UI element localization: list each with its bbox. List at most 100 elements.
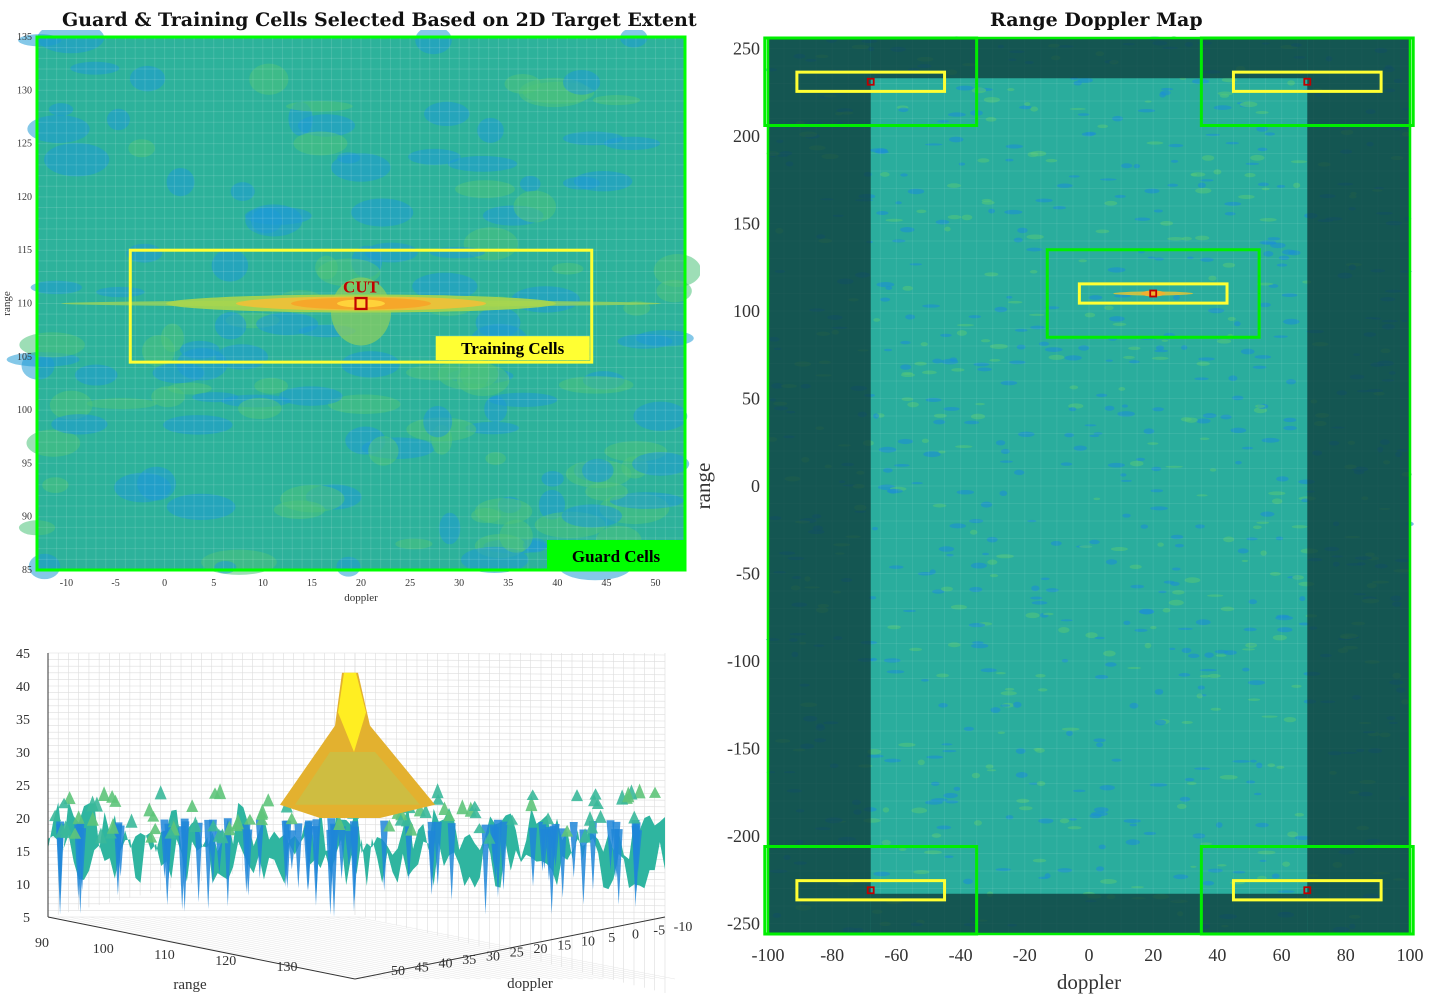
noise-blob <box>293 131 348 156</box>
surface-spike <box>255 819 264 879</box>
surface-ridge <box>94 827 107 844</box>
noise-blob <box>1239 101 1258 108</box>
noise-blob <box>513 190 557 223</box>
y-tick-label: 0 <box>751 476 760 496</box>
noise-blob <box>1107 462 1125 468</box>
noise-blob <box>1195 619 1211 626</box>
noise-blob <box>889 565 904 569</box>
noise-blob <box>867 748 882 755</box>
noise-blob <box>1144 100 1152 103</box>
noise-blob <box>632 452 690 476</box>
surface-spike <box>569 821 578 878</box>
doppler-tick-label: 5 <box>608 931 615 946</box>
corner-window-tl-cut <box>866 77 875 86</box>
noise-blob <box>1005 158 1014 162</box>
surface-ridge <box>383 819 396 832</box>
noise-blob <box>1248 599 1257 605</box>
noise-blob <box>1246 780 1256 784</box>
y-axis-label: range <box>691 463 715 510</box>
noise-blob <box>1227 316 1236 321</box>
noise-blob <box>1169 647 1176 651</box>
noise-blob <box>901 397 914 401</box>
noise-blob <box>279 386 343 406</box>
noise-blob <box>1259 302 1271 308</box>
range-axis-label: range <box>173 977 207 993</box>
noise-blob <box>971 87 987 94</box>
noise-blob <box>1275 536 1284 541</box>
noise-blob <box>1200 179 1214 182</box>
noise-blob <box>894 464 910 467</box>
surface-spike <box>633 830 642 873</box>
noise-blob <box>1024 102 1031 107</box>
noise-blob <box>975 402 985 406</box>
noise-blob <box>1150 625 1157 630</box>
noise-blob <box>1000 380 1018 386</box>
training-cells-box <box>128 248 594 364</box>
noise-blob <box>1138 608 1155 615</box>
invalid-region-left <box>768 38 871 934</box>
noise-blob <box>1085 632 1098 639</box>
noise-blob <box>956 490 974 495</box>
noise-blob <box>96 286 145 298</box>
noise-blob <box>1172 567 1181 571</box>
noise-blob <box>1120 473 1127 477</box>
range-doppler-map-chart: -100 -80 -60 -40 -20 0 20 40 60 80 100-250-200-150… <box>691 36 1424 994</box>
noise-blob <box>1077 113 1090 116</box>
floor-grid <box>191 916 512 980</box>
surface-spike <box>404 824 413 881</box>
training-label-bg <box>435 336 590 361</box>
noise-blob <box>943 406 960 411</box>
noise-blob <box>1072 789 1086 793</box>
floor-grid <box>160 916 481 980</box>
y-tick-label: 110 <box>17 299 32 310</box>
noise-blob <box>1184 417 1198 423</box>
noise-blob <box>1256 762 1263 769</box>
noise-blob <box>1271 873 1280 879</box>
floor-grid <box>211 916 532 980</box>
noise-blob <box>1267 763 1276 768</box>
noise-blob <box>947 642 961 648</box>
noise-blob <box>989 358 1001 362</box>
noise-blob <box>1104 405 1115 411</box>
rdm-plot-area <box>763 36 1415 936</box>
noise-blob <box>1223 536 1235 543</box>
noise-blob <box>1104 200 1118 206</box>
surface-spike <box>481 824 490 915</box>
surface-ridge <box>594 809 607 823</box>
noise-blob <box>1256 282 1274 286</box>
noise-blob <box>1154 688 1164 695</box>
noise-blob <box>950 604 967 610</box>
doppler-tick-label: 40 <box>439 957 453 972</box>
noise-blob <box>944 226 951 232</box>
noise-blob <box>1188 653 1200 659</box>
surface-ridge <box>86 811 99 826</box>
noise-blob <box>1015 772 1028 778</box>
surface-spike <box>499 821 508 891</box>
noise-blob <box>1153 209 1163 213</box>
floor-grid <box>303 916 624 980</box>
noise-blob <box>51 414 108 435</box>
noise-blob <box>1050 540 1062 546</box>
noise-blob <box>911 482 924 485</box>
noise-blob <box>900 364 912 370</box>
corner-window-tl-training-box <box>795 70 947 93</box>
noise-blob <box>1036 781 1046 786</box>
rdm-chart-title: Range Doppler Map <box>990 9 1203 31</box>
noise-blob <box>1100 879 1117 884</box>
noise-blob <box>1093 432 1103 435</box>
y-axis-label: range <box>1 291 13 316</box>
noise-blob <box>1031 601 1048 605</box>
noise-blob <box>1247 680 1265 686</box>
z-tick-label: 10 <box>16 878 30 893</box>
noise-blob <box>1133 163 1141 169</box>
noise-blob <box>26 429 81 457</box>
noise-blob <box>1064 355 1082 361</box>
noise-blob <box>1158 590 1167 594</box>
noise-blob <box>1255 822 1269 828</box>
noise-blob <box>921 438 929 444</box>
noise-blob <box>1105 359 1113 362</box>
x-tick-label: 15 <box>307 578 317 589</box>
noise-blob <box>937 120 950 123</box>
surface-peak-base <box>295 752 420 805</box>
noise-blob <box>932 503 947 508</box>
